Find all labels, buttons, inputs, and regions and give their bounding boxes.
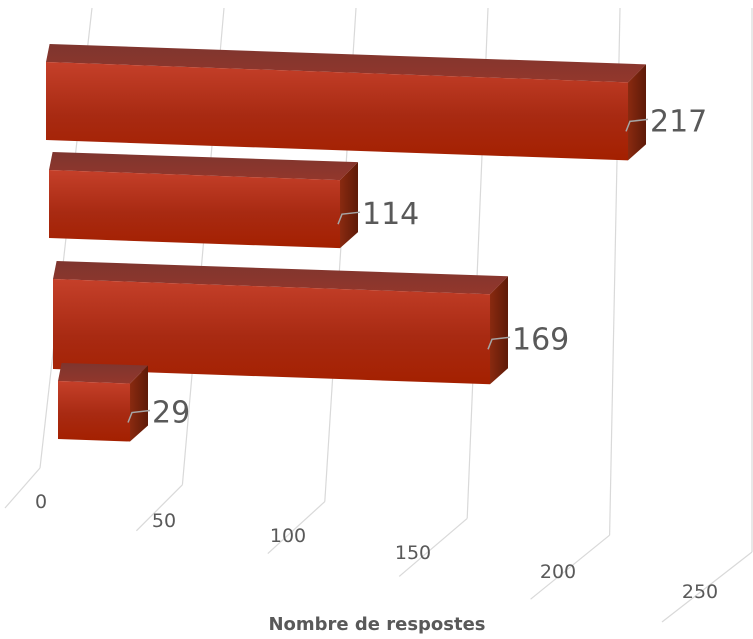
x-tick-label: 50 <box>152 510 176 532</box>
bar-2 <box>49 152 358 249</box>
bar-top-face <box>53 261 508 295</box>
data-label-leader <box>127 409 151 423</box>
data-label: 29 <box>152 396 190 431</box>
bar-top-face <box>49 152 358 181</box>
bar-front-face <box>53 279 490 385</box>
bar-front-face <box>58 381 130 442</box>
bar-side-face <box>490 276 508 385</box>
x-tick-label: 150 <box>395 542 431 564</box>
x-axis-tick-labels: 0 50 100 150 200 250 <box>35 491 718 603</box>
data-label: 169 <box>512 322 569 357</box>
data-label: 114 <box>362 197 419 232</box>
bars <box>46 44 646 442</box>
data-label-leader <box>487 336 511 350</box>
data-label-leader <box>337 211 361 225</box>
bar-3 <box>53 261 508 385</box>
bar-4 <box>58 363 148 442</box>
x-axis-title: Nombre de respostes <box>268 614 485 635</box>
data-labels: 217 114 169 29 <box>127 104 707 431</box>
data-label-leader <box>625 118 649 132</box>
bar-top-face <box>46 44 646 83</box>
floor-gridline-250 <box>661 551 753 623</box>
bar-front-face <box>49 170 340 249</box>
bar-top-face <box>58 363 148 384</box>
floor-gridline-150 <box>398 517 468 577</box>
floor-gridline-50 <box>135 484 183 532</box>
x-tick-label: 0 <box>35 491 47 513</box>
bar-front-face <box>46 62 628 161</box>
bar-side-face <box>130 365 148 442</box>
floor-gridline-200 <box>530 534 610 600</box>
floor-gridline-100 <box>267 501 326 555</box>
data-label: 217 <box>650 104 707 139</box>
bar-side-face <box>340 162 358 249</box>
x-tick-label: 100 <box>270 525 306 547</box>
bar-side-face <box>628 64 646 161</box>
x-tick-label: 250 <box>682 581 718 603</box>
x-tick-label: 200 <box>540 561 576 583</box>
floor-gridline-0 <box>4 467 41 509</box>
bar-1 <box>46 44 646 161</box>
